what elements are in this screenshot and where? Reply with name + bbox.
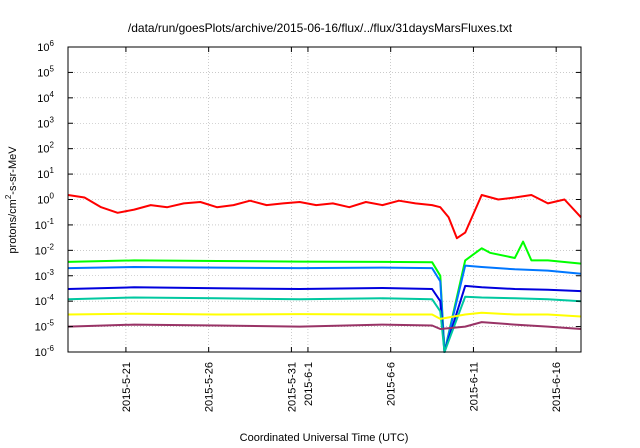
y-tick-label: 102: [37, 141, 54, 156]
y-axis-label-base: protons/cm: [7, 199, 19, 253]
y-tick-label: 10-1: [35, 217, 55, 232]
series-line: [67, 284, 582, 353]
y-tick-label: 106: [37, 39, 54, 54]
x-tick-label: 2015-5-21: [121, 362, 133, 412]
y-tick-label: 10-5: [35, 319, 55, 334]
series-line: [67, 295, 582, 353]
y-axis: 10-6 10-5 10-4 10-3 10-2 10-1 100 101 102 103 104 1…: [35, 39, 581, 359]
series-line: [67, 194, 582, 240]
y-axis-label-rest: -s-sr-MeV: [7, 146, 19, 195]
y-tick-label: 101: [37, 166, 54, 181]
series-line: [67, 264, 582, 353]
x-tick-label: 2015-6-1: [303, 362, 315, 406]
y-axis-label-sup: 2: [4, 194, 13, 199]
y-axis-label: protons/cm2-s-sr-MeV: [4, 146, 19, 254]
plot-area: [67, 194, 582, 353]
y-tick-label: 10-6: [35, 344, 55, 359]
x-axis: 2015-5-21 2015-5-26 2015-5-31 2015-6-1 2015-…: [121, 47, 563, 412]
x-axis-label: Coordinated Universal Time (UTC): [240, 432, 409, 444]
series-line: [67, 311, 582, 320]
x-tick-label: 2015-5-31: [286, 362, 298, 412]
y-tick-label: 104: [37, 90, 54, 105]
chart-title: /data/run/goesPlots/archive/2015-06-16/f…: [128, 21, 513, 35]
y-tick-label: 100: [37, 192, 54, 207]
x-tick-label: 2015-6-16: [551, 362, 563, 412]
y-tick-label: 105: [37, 64, 54, 79]
x-tick-label: 2015-5-26: [204, 362, 216, 412]
series-line: [67, 321, 582, 330]
x-tick-label: 2015-6-6: [386, 362, 398, 406]
y-tick-label: 10-4: [35, 293, 55, 308]
y-tick-label: 10-3: [35, 268, 55, 283]
x-tick-label: 2015-6-11: [468, 362, 480, 411]
y-tick-label: 10-2: [35, 242, 55, 257]
y-tick-label: 103: [37, 115, 54, 130]
